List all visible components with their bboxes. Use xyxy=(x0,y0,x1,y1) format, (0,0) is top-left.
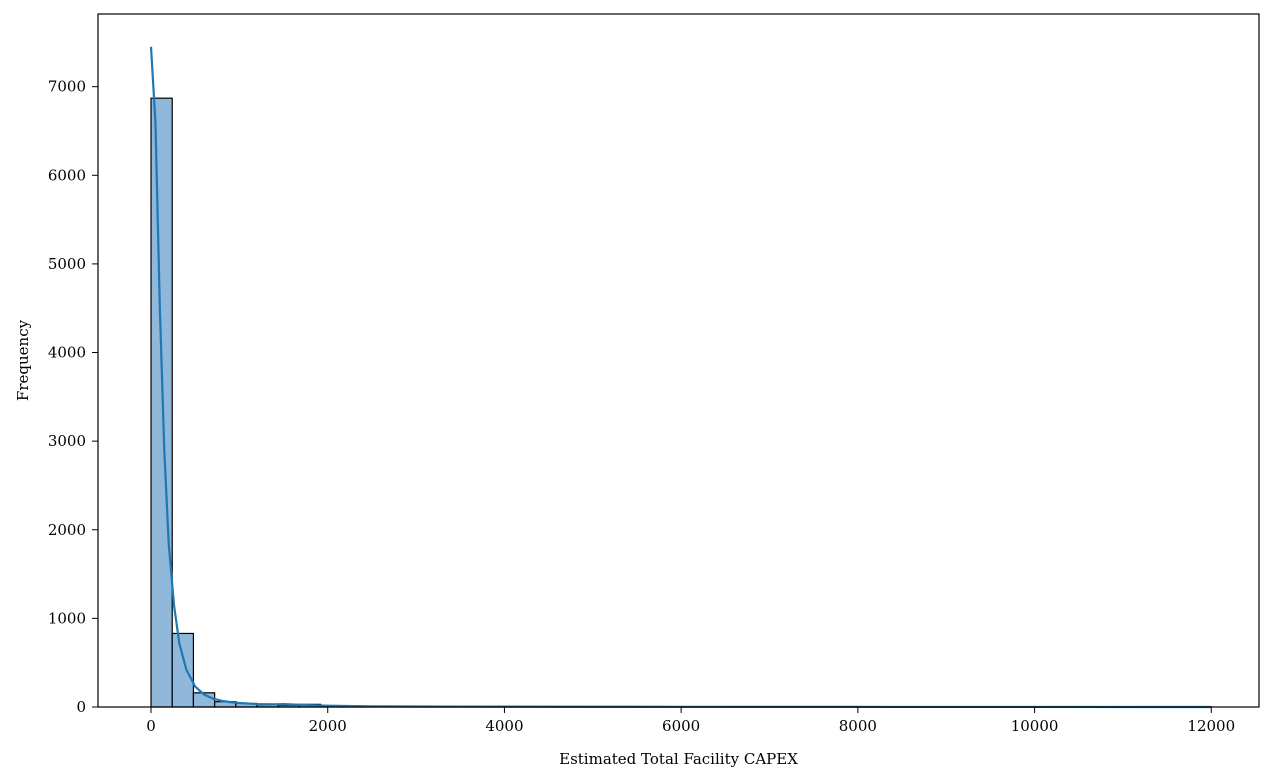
x-tick-label: 8000 xyxy=(839,717,877,735)
kde-line xyxy=(149,46,1212,709)
x-axis-ticks: 0 2000 4000 6000 8000 10000 12000 xyxy=(146,707,1235,735)
y-tick-label: 5000 xyxy=(48,255,86,273)
x-axis-label: Estimated Total Facility CAPEX xyxy=(559,750,798,768)
x-tick-label: 2000 xyxy=(309,717,347,735)
plot-frame xyxy=(97,13,1260,708)
y-tick-label: 1000 xyxy=(48,609,86,627)
histogram-bar xyxy=(150,97,173,708)
x-tick-label: 4000 xyxy=(485,717,523,735)
y-tick-label: 4000 xyxy=(48,344,86,362)
y-tick-label: 3000 xyxy=(48,432,86,450)
y-tick-label: 6000 xyxy=(48,166,86,184)
y-tick-label: 2000 xyxy=(48,521,86,539)
y-axis-ticks: 0 1000 2000 3000 4000 5000 6000 7000 xyxy=(48,78,98,716)
x-tick-label: 6000 xyxy=(662,717,700,735)
y-axis-label: Frequency xyxy=(14,319,32,401)
x-tick-label: 10000 xyxy=(1011,717,1059,735)
histogram-bars xyxy=(150,97,1212,708)
y-tick-label: 7000 xyxy=(48,78,86,96)
x-tick-label: 12000 xyxy=(1187,717,1235,735)
x-tick-label: 0 xyxy=(146,717,156,735)
histogram-bar xyxy=(171,632,195,708)
y-tick-label: 0 xyxy=(76,698,86,716)
